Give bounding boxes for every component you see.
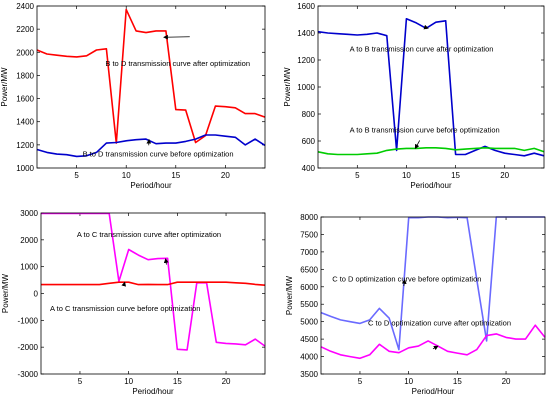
x-tick-label: 5: [355, 171, 360, 180]
y-tick-label: 1000: [20, 263, 38, 272]
y-tick-label: 4000: [300, 353, 318, 362]
y-tick-label: 600: [302, 137, 316, 146]
annotation-arrow: [163, 258, 169, 265]
y-tick-label: 6000: [300, 283, 318, 292]
annotation-label: C to D optimization curve after optimiza…: [368, 318, 511, 327]
y-tick-label: 5000: [300, 318, 318, 327]
series-line-1: [36, 8, 266, 144]
plot-area: [41, 213, 265, 374]
y-tick-label: 1000: [297, 83, 315, 92]
x-tick-label: 20: [502, 377, 511, 386]
annotation-arrow: [121, 281, 127, 287]
y-axis-label: Power/MW: [283, 67, 292, 107]
x-tick-label: 15: [173, 377, 182, 386]
x-tick-label: 5: [74, 171, 79, 180]
y-tick-label: 2200: [16, 25, 34, 34]
y-tick-label: 2000: [20, 236, 38, 245]
x-tick-label: 10: [122, 171, 131, 180]
x-axis-label: Period/hour: [132, 387, 174, 396]
plot-frame: [40, 212, 266, 375]
x-axis-label: Period/hour: [130, 181, 172, 190]
chart-panel-3: 5 10 15 20 -3000 -2000 -1000 0 1000 2000 3000 A to …: [1, 209, 266, 396]
plot-frame: [320, 216, 546, 375]
series-line-1: [41, 212, 266, 351]
y-axis-label: Power/MW: [0, 67, 9, 107]
annotation-label: C to D optimization curve before optimiz…: [332, 274, 481, 283]
y-tick-label: 1800: [16, 71, 34, 80]
chart-panel-4: 5 10 15 20 3500 4000 4500 5000 5500 6000 6500 7000 7…: [285, 213, 546, 396]
y-tick-label: 1400: [297, 29, 315, 38]
plot-frame: [36, 5, 266, 169]
annotation-arrow: [432, 345, 439, 351]
x-tick-label: 10: [402, 171, 411, 180]
annotation-label: A to B transmission curve before optimiz…: [350, 125, 500, 134]
y-tick-label: 4500: [300, 335, 318, 344]
plot-area: [37, 6, 265, 168]
y-tick-label: -3000: [18, 370, 39, 379]
series-line-1: [317, 17, 545, 157]
y-tick-label: 400: [302, 164, 316, 173]
y-tick-label: 1000: [16, 164, 34, 173]
x-tick-label: 5: [78, 377, 83, 386]
annotation-label: B to D transmission curve after optimiza…: [105, 59, 250, 68]
y-tick-label: 8000: [300, 213, 318, 222]
series-line-2: [41, 281, 266, 286]
plot-area: [318, 6, 544, 168]
y-tick-label: 800: [302, 110, 316, 119]
x-tick-label: 15: [171, 171, 180, 180]
annotation-label: A to C transmission curve before optimiz…: [50, 304, 200, 313]
x-tick-label: 20: [221, 171, 230, 180]
y-tick-label: 1200: [297, 56, 315, 65]
y-tick-label: 6500: [300, 265, 318, 274]
x-tick-label: 5: [358, 377, 363, 386]
chart-panel-2: 5 10 15 20 400 600 800 1000 1200 1400 1600 A to B t…: [283, 2, 545, 190]
x-tick-label: 20: [222, 377, 231, 386]
y-tick-label: 7000: [300, 248, 318, 257]
x-tick-label: 10: [124, 377, 133, 386]
x-tick-label: 15: [451, 171, 460, 180]
annotation-arrow: [423, 24, 429, 30]
chart-panel-1: 5 10 15 20 1000 1200 1400 1600 1800 2000 2200 2400 B…: [0, 2, 266, 190]
y-tick-label: 3000: [20, 209, 38, 218]
series-line-2: [320, 324, 546, 360]
series-line-2: [317, 147, 545, 156]
annotation-label: A to B transmission curve after optimiza…: [350, 44, 494, 53]
annotation-label: B to D transmission curve before optimiz…: [83, 150, 234, 159]
annotation-arrow: [414, 140, 421, 150]
x-axis-label: Period/Hour: [412, 387, 455, 396]
annotation-label: A to C transmission curve after optimiza…: [77, 230, 221, 239]
y-tick-label: 7500: [300, 230, 318, 239]
x-tick-label: 15: [453, 377, 462, 386]
x-tick-label: 10: [404, 377, 413, 386]
y-tick-label: 1200: [16, 141, 34, 150]
x-tick-label: 20: [500, 171, 509, 180]
y-tick-label: 3500: [300, 370, 318, 379]
y-tick-label: 2400: [16, 2, 34, 11]
annotation-arrow: [401, 279, 407, 287]
y-tick-label: -1000: [18, 316, 39, 325]
y-axis-label: Power/MW: [1, 274, 10, 314]
y-tick-label: 0: [34, 290, 39, 299]
y-tick-label: 5500: [300, 300, 318, 309]
y-tick-label: 1400: [16, 118, 34, 127]
y-tick-label: 1600: [297, 2, 315, 11]
y-axis-label: Power/MW: [285, 276, 294, 316]
plot-area: [321, 217, 545, 374]
plot-frame: [317, 5, 545, 169]
x-axis-label: Period/hour: [410, 181, 452, 190]
y-tick-label: 2000: [16, 48, 34, 57]
y-tick-label: 1600: [16, 95, 34, 104]
y-tick-label: -2000: [18, 343, 39, 352]
